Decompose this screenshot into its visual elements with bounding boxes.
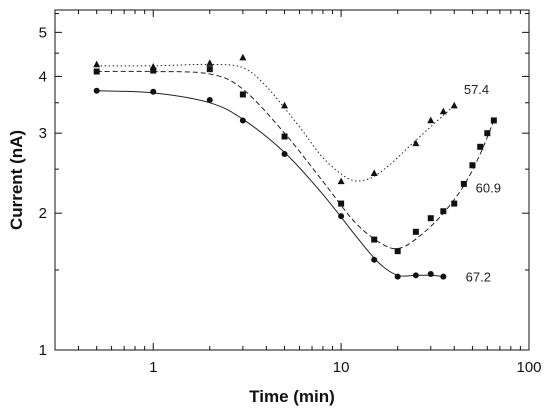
series-60-9-square-marker	[371, 236, 378, 243]
series-60-9-square-marker	[93, 68, 100, 75]
x-tick-label: 1	[149, 359, 157, 376]
series-57-4-triangle-marker	[412, 139, 420, 147]
series-67-2-circle-marker	[394, 273, 401, 280]
series-67-2-curve	[96, 90, 444, 278]
series-60-9-square-marker	[281, 133, 288, 140]
series-57-4-triangle-marker	[239, 53, 247, 61]
data-markers	[93, 53, 497, 280]
series-60-9-square-marker	[338, 200, 345, 207]
series-60-9-square-marker	[427, 215, 434, 222]
series-60-9-square-marker	[440, 208, 447, 215]
y-tick-label: 4	[39, 68, 47, 85]
series-57-4-triangle-marker	[370, 169, 378, 176]
y-axis-title: Current (nA)	[7, 130, 26, 230]
series-60-9-curve	[96, 70, 495, 250]
x-tick-label: 10	[333, 359, 350, 376]
y-tick-label: 5	[39, 24, 47, 41]
series-67-2-circle-marker	[427, 270, 434, 277]
series-57-4-triangle-marker	[337, 177, 345, 185]
series-60-9-square-marker	[484, 130, 491, 137]
y-tick-label: 3	[39, 125, 47, 142]
series-60-9-square-marker	[412, 228, 419, 235]
series-annotations: 57.4 60.9 67.2	[464, 82, 501, 285]
series-67-2-circle-marker	[338, 213, 345, 220]
series-60-9-square-marker	[490, 117, 497, 124]
series-57-4-triangle-marker	[450, 101, 458, 109]
series-57-4-triangle-marker	[427, 116, 435, 124]
series-label: 67.2	[466, 270, 491, 285]
series-label: 57.4	[464, 82, 489, 97]
x-tick-label: 100	[516, 359, 541, 376]
series-60-9-square-marker	[460, 180, 467, 187]
series-67-2-circle-marker	[93, 87, 100, 94]
series-60-9-square-marker	[451, 200, 458, 207]
series-60-9-square-marker	[477, 143, 484, 150]
series-57-4-triangle-marker	[206, 59, 214, 66]
y-tick-label: 2	[39, 205, 47, 222]
series-57-4-triangle-marker	[281, 101, 289, 109]
series-67-2-circle-marker	[150, 88, 157, 95]
y-tick-label: 1	[39, 342, 47, 359]
fit-curves	[96, 63, 495, 278]
series-67-2-circle-marker	[239, 117, 246, 124]
plot-frame	[54, 9, 530, 351]
series-67-2-circle-marker	[412, 272, 419, 279]
tick-labels: 1 10 100 1 2 3 4 5	[39, 24, 542, 376]
series-label: 60.9	[476, 180, 501, 195]
series-67-2-circle-marker	[206, 96, 213, 103]
series-60-9-square-marker	[206, 66, 213, 73]
series-60-9-square-marker	[239, 91, 246, 98]
series-67-2-circle-marker	[371, 256, 378, 263]
x-axis-title: Time (min)	[249, 387, 335, 406]
series-60-9-square-marker	[150, 67, 157, 74]
series-60-9-square-marker	[394, 248, 401, 255]
axis-ticks	[54, 10, 530, 351]
series-67-2-circle-marker	[281, 150, 288, 157]
series-60-9-square-marker	[469, 162, 476, 169]
series-57-4-triangle-marker	[439, 107, 447, 115]
series-57-4-triangle-marker	[93, 60, 101, 68]
series-67-2-circle-marker	[440, 273, 447, 280]
